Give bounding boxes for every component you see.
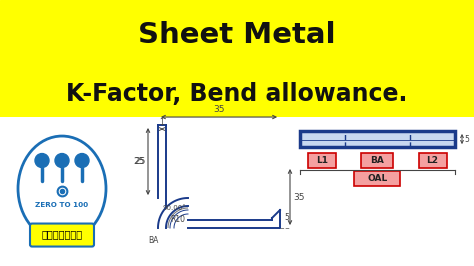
Text: ZERO TO 100: ZERO TO 100 — [36, 202, 89, 207]
Bar — [300, 131, 455, 147]
Text: 5: 5 — [284, 213, 289, 222]
Circle shape — [75, 153, 89, 168]
Text: 90.00°: 90.00° — [162, 205, 186, 211]
Text: R10: R10 — [171, 215, 185, 224]
FancyBboxPatch shape — [355, 171, 401, 186]
Text: 35: 35 — [293, 193, 304, 202]
Text: K-Factor, Bend allowance.: K-Factor, Bend allowance. — [66, 82, 408, 106]
Text: Sheet Metal: Sheet Metal — [138, 21, 336, 49]
Text: BA: BA — [371, 156, 384, 165]
Text: BA: BA — [148, 236, 158, 245]
FancyBboxPatch shape — [419, 153, 447, 168]
Text: OAL: OAL — [367, 174, 388, 183]
Text: தமிழில்: தமிழில் — [41, 230, 82, 240]
Circle shape — [35, 153, 49, 168]
Text: 1: 1 — [160, 118, 164, 127]
Text: 25: 25 — [134, 157, 145, 166]
Circle shape — [55, 153, 69, 168]
FancyBboxPatch shape — [309, 153, 337, 168]
FancyBboxPatch shape — [362, 153, 393, 168]
Text: L2: L2 — [427, 156, 438, 165]
Ellipse shape — [18, 136, 106, 241]
Text: 5: 5 — [464, 135, 469, 144]
FancyBboxPatch shape — [30, 223, 94, 247]
Text: 35: 35 — [213, 105, 225, 114]
Text: L1: L1 — [317, 156, 328, 165]
Text: 25: 25 — [135, 157, 146, 166]
